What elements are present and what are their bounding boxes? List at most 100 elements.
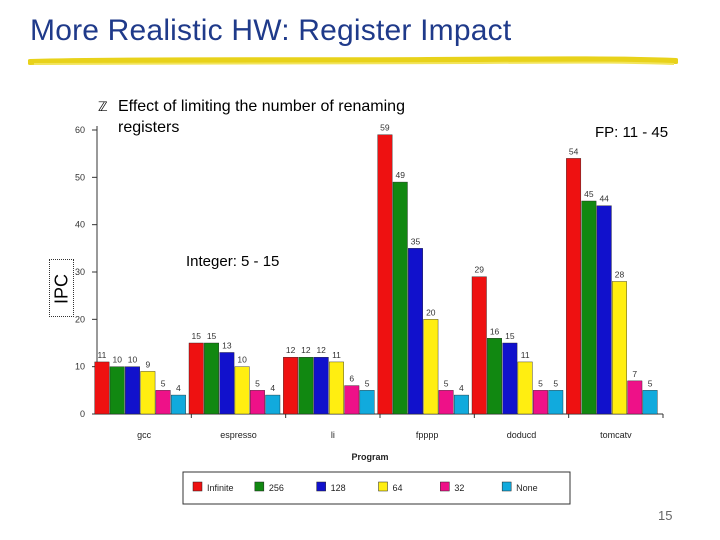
y-tick-label: 10 [75,362,85,372]
bar-data-label: 11 [521,350,530,360]
legend-box [182,471,571,505]
bar-data-label: 20 [426,307,436,317]
legend-entry: Infinite [207,483,234,493]
bar [313,357,329,415]
bar [109,366,125,415]
y-tick-label: 60 [75,125,85,135]
integer-range-callout: Integer: 5 - 15 [186,253,280,270]
bar-data-label: 9 [145,359,150,369]
bar-data-label: 49 [395,170,405,180]
bar-data-label: 11 [98,350,107,360]
bar [453,394,469,415]
legend-swatch [440,481,450,492]
underline-stroke-thin [33,61,675,65]
x-tick-label: li [331,430,335,440]
bar-data-label: 6 [349,374,354,384]
bar [392,181,408,415]
x-tick-label: espresso [220,430,257,440]
bar [581,200,597,415]
bar [596,205,612,415]
bar [471,276,487,415]
bar [204,342,220,415]
x-tick-label: doducd [507,430,537,440]
bar [265,394,281,415]
bar-data-label: 45 [584,189,594,199]
bar-data-label: 15 [505,331,515,341]
legend-entry: 128 [331,483,346,493]
bar-data-label: 5 [444,378,449,388]
bar-data-label: 59 [380,123,390,133]
bullet-icon: ℤ [98,100,108,115]
bar [155,390,171,415]
bar-data-label: 28 [615,269,625,279]
slide-title: More Realistic HW: Register Impact [30,14,512,47]
bar [533,390,548,415]
bar-data-label: 54 [569,146,579,156]
bar [517,361,533,415]
bar [487,338,502,415]
fp-range-callout: FP: 11 - 45 [595,124,669,141]
legend-swatch [378,481,388,492]
bar-data-label: 12 [301,345,311,355]
bar-data-label: 11 [332,350,341,360]
legend-entry: None [516,483,538,493]
bar [170,394,186,415]
y-tick-label: 30 [75,267,85,277]
bar [125,366,140,415]
bar-data-label: 29 [475,265,485,275]
bar-data-label: 4 [176,383,181,393]
bar [234,366,250,415]
bar [627,380,643,415]
underline-stroke [28,56,678,65]
legend-entry: 64 [393,483,403,493]
bar [359,390,375,415]
bar [219,352,235,415]
bar-data-label: 10 [112,355,122,365]
bar-data-label: 13 [222,340,232,350]
y-tick-label: 20 [75,314,85,324]
bar-data-label: 5 [365,378,370,388]
bar [329,361,344,415]
bar [423,319,439,415]
bar [548,390,564,415]
bar-data-label: 5 [255,378,260,388]
y-axis-label-box: IPC [49,259,74,317]
legend-swatch [192,481,203,492]
bar [502,342,518,415]
bar-data-label: 5 [538,378,543,388]
title-underline [28,56,678,65]
bullet-point: ℤ Effect of limiting the number of renam… [98,96,408,138]
x-axis-title: Program [351,452,388,462]
bar-data-label: 10 [128,355,138,365]
bar-data-label: 5 [161,378,166,388]
bar [298,357,314,415]
bar-data-label: 12 [286,345,296,355]
legend-swatch [501,481,512,492]
legend-entry: 32 [454,483,464,493]
bar [188,342,204,415]
bar-data-label: 10 [237,355,247,365]
legend-swatch [316,481,326,492]
x-tick-label: tomcatv [600,430,632,440]
bar [408,248,423,415]
y-tick-label: 40 [75,220,85,230]
bar-data-label: 4 [270,383,275,393]
bar [140,371,156,415]
bar [566,158,582,415]
bar [642,390,658,415]
bar-data-label: 12 [316,345,326,355]
bar-data-label: 5 [553,378,558,388]
x-tick-label: fpppp [416,430,439,440]
legend-swatch [254,481,265,492]
y-tick-label: 50 [75,172,85,182]
bar-data-label: 15 [207,331,217,341]
x-tick-label: gcc [137,430,152,440]
bar [438,390,454,415]
bar-data-label: 16 [490,326,500,336]
bar [344,385,360,415]
bar [249,390,265,415]
page-number: 15 [658,508,673,523]
bar [94,361,110,415]
bar-data-label: 4 [459,383,464,393]
